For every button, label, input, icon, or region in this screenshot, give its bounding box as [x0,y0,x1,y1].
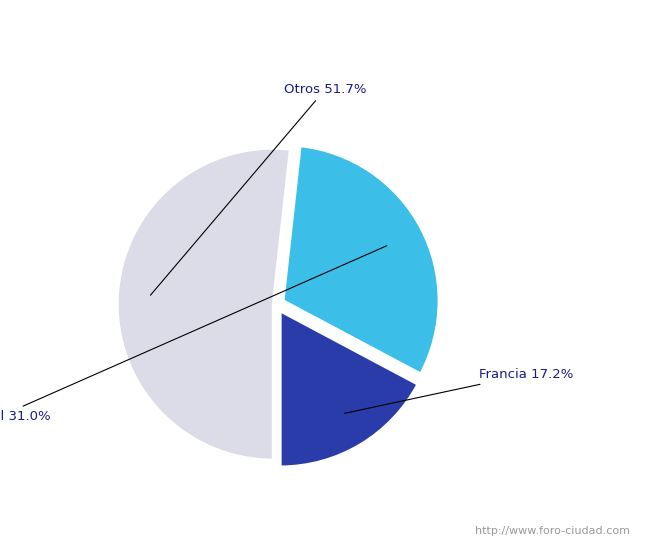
Wedge shape [283,146,439,374]
Text: Morales de Toro - Turistas extranjeros según país - Octubre de 2024: Morales de Toro - Turistas extranjeros s… [77,21,573,37]
Text: http://www.foro-ciudad.com: http://www.foro-ciudad.com [476,526,630,536]
Text: Otros 51.7%: Otros 51.7% [150,83,367,295]
Text: Portugal 31.0%: Portugal 31.0% [0,246,387,423]
Wedge shape [117,148,291,460]
Text: Francia 17.2%: Francia 17.2% [344,368,573,413]
Wedge shape [280,311,418,467]
